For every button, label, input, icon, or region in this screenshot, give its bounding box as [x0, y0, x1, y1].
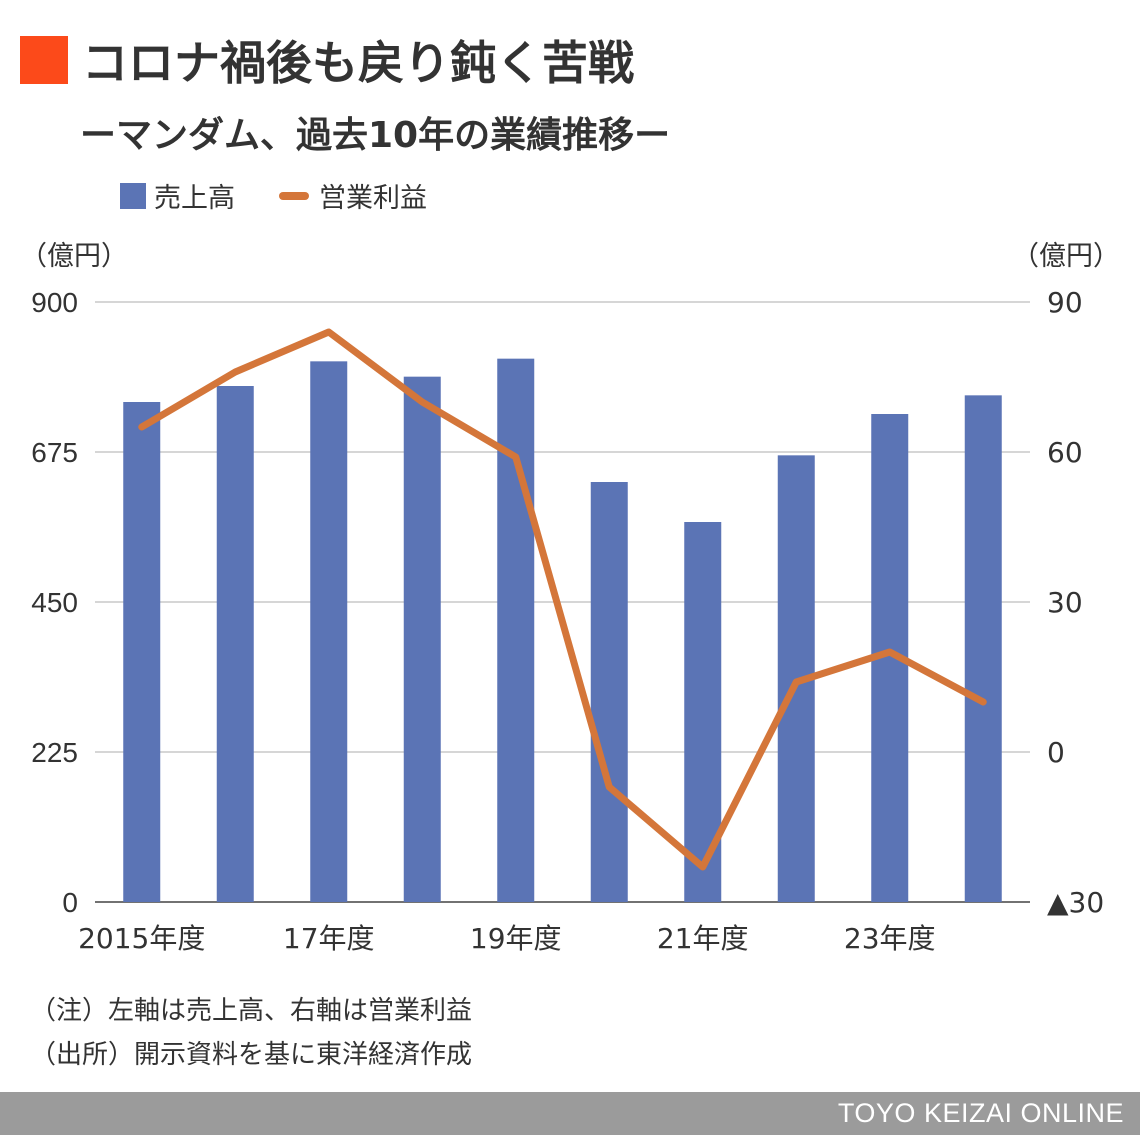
note-source: （出所）開示資料を基に東洋経済作成 — [30, 1040, 473, 1070]
right-tick-label: 0 — [1047, 736, 1065, 769]
chart-subtitle: ーマンダム、過去10年の業績推移ー — [80, 115, 671, 156]
bar-sales — [964, 395, 1002, 902]
right-tick-label: 60 — [1047, 436, 1083, 469]
bar-sales — [310, 361, 348, 902]
legend-label-sales: 売上高 — [154, 183, 235, 214]
x-tick-label: 19年度 — [470, 922, 562, 955]
right-axis-unit: （億円） — [1012, 241, 1120, 272]
bar-sales — [123, 402, 161, 902]
line-operating-profit — [138, 328, 987, 871]
bar-sales — [216, 386, 254, 902]
left-tick-label: 675 — [31, 437, 78, 468]
chart-title: コロナ禍後も戻り鈍く苦戦 — [82, 36, 634, 90]
bar-sales — [590, 482, 628, 902]
left-axis-unit: （億円） — [20, 241, 128, 272]
legend-swatch-sales — [120, 182, 146, 209]
right-tick-label: 30 — [1047, 586, 1083, 619]
x-tick-label: 17年度 — [283, 922, 375, 955]
bar-sales — [403, 376, 441, 903]
note-axes: （注）左軸は売上高、右軸は営業利益 — [30, 996, 473, 1026]
left-tick-label: 450 — [31, 587, 78, 618]
left-tick-label: 900 — [31, 287, 78, 318]
right-tick-label: ▲30 — [1047, 886, 1104, 919]
left-tick-label: 0 — [62, 887, 78, 918]
title-row: コロナ禍後も戻り鈍く苦戦 — [20, 32, 634, 90]
x-tick-label: 23年度 — [844, 922, 936, 955]
left-tick-label: 225 — [31, 737, 78, 768]
legend-label-operating-profit: 営業利益 — [319, 183, 427, 214]
title-accent-square — [20, 36, 68, 84]
legend-swatch-operating-profit — [279, 191, 309, 200]
x-tick-label: 2015年度 — [78, 922, 205, 955]
right-tick-label: 90 — [1047, 286, 1083, 319]
legend-item-operating-profit: 営業利益 — [279, 176, 427, 215]
footer-brand: TOYO KEIZAI ONLINE — [0, 1092, 1140, 1135]
legend: 売上高 営業利益 — [120, 176, 471, 215]
legend-item-sales: 売上高 — [120, 176, 235, 215]
x-tick-label: 21年度 — [657, 922, 749, 955]
bar-sales — [497, 358, 535, 903]
